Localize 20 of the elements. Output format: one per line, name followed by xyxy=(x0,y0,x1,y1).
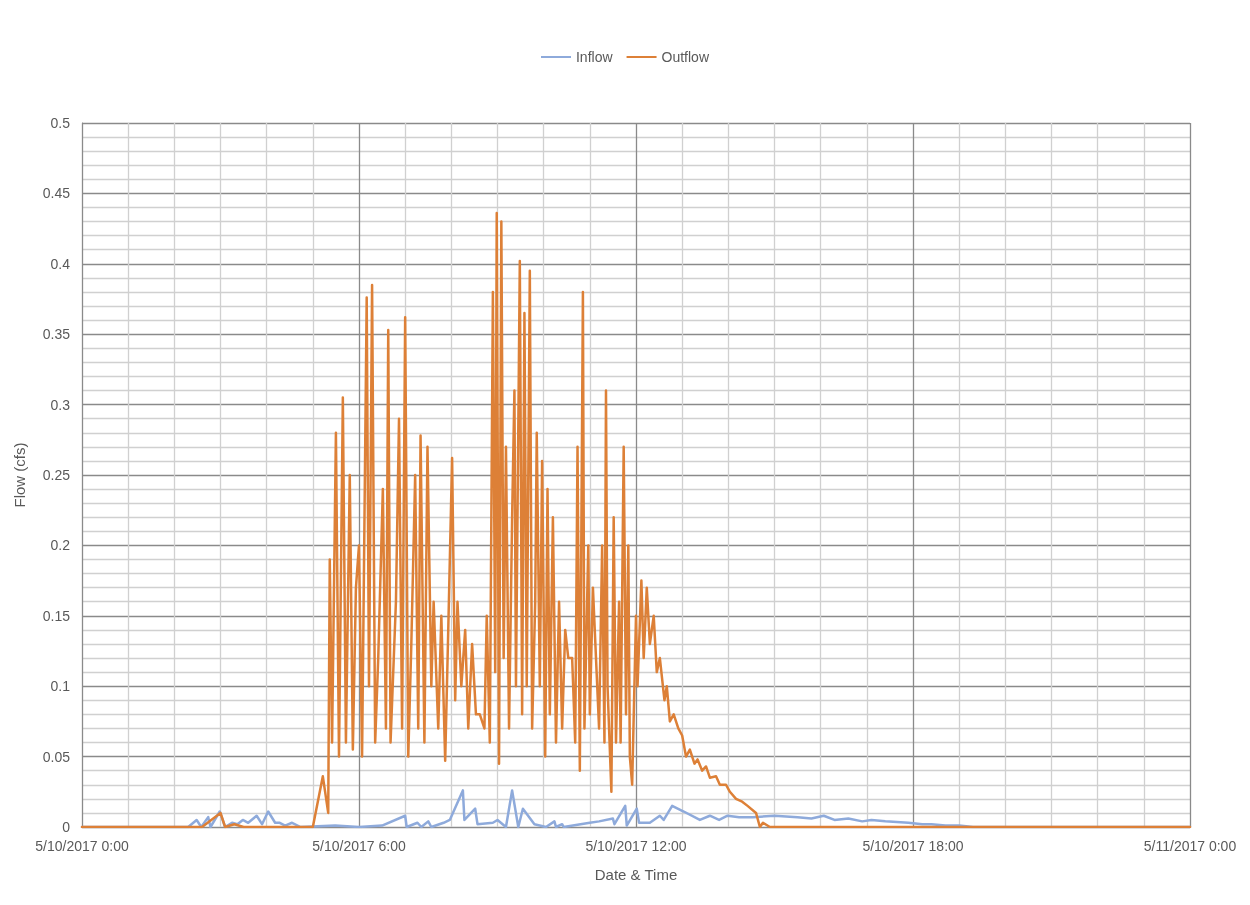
y-tick-label: 0.1 xyxy=(50,678,71,695)
legend-label: Outflow xyxy=(661,49,710,65)
y-tick-label: 0.15 xyxy=(42,607,71,624)
y-tick-label: 0.25 xyxy=(42,467,71,483)
legend-label: Inflow xyxy=(575,49,614,65)
x-tick-label: 5/10/2017 6:00 xyxy=(312,838,406,854)
y-tick-label: 0.05 xyxy=(42,748,71,765)
y-tick-label: 0 xyxy=(62,819,71,835)
x-tick-label: 5/11/2017 0:00 xyxy=(1143,838,1237,854)
y-tick-label: 0.5 xyxy=(50,115,71,131)
y-tick-label: 0.3 xyxy=(50,396,71,413)
y-tick-label: 0.45 xyxy=(42,185,71,202)
y-tick-label: 0.4 xyxy=(50,255,71,272)
y-axis-title: Flow (cfs) xyxy=(11,442,28,508)
y-tick-label: 0.2 xyxy=(50,537,71,554)
x-tick-label: 5/10/2017 0:00 xyxy=(35,838,129,854)
x-tick-label: 5/10/2017 12:00 xyxy=(585,838,687,854)
x-axis-title: Date & Time xyxy=(594,866,678,883)
y-tick-label: 0.35 xyxy=(42,326,71,343)
x-tick-label: 5/10/2017 18:00 xyxy=(862,838,964,854)
